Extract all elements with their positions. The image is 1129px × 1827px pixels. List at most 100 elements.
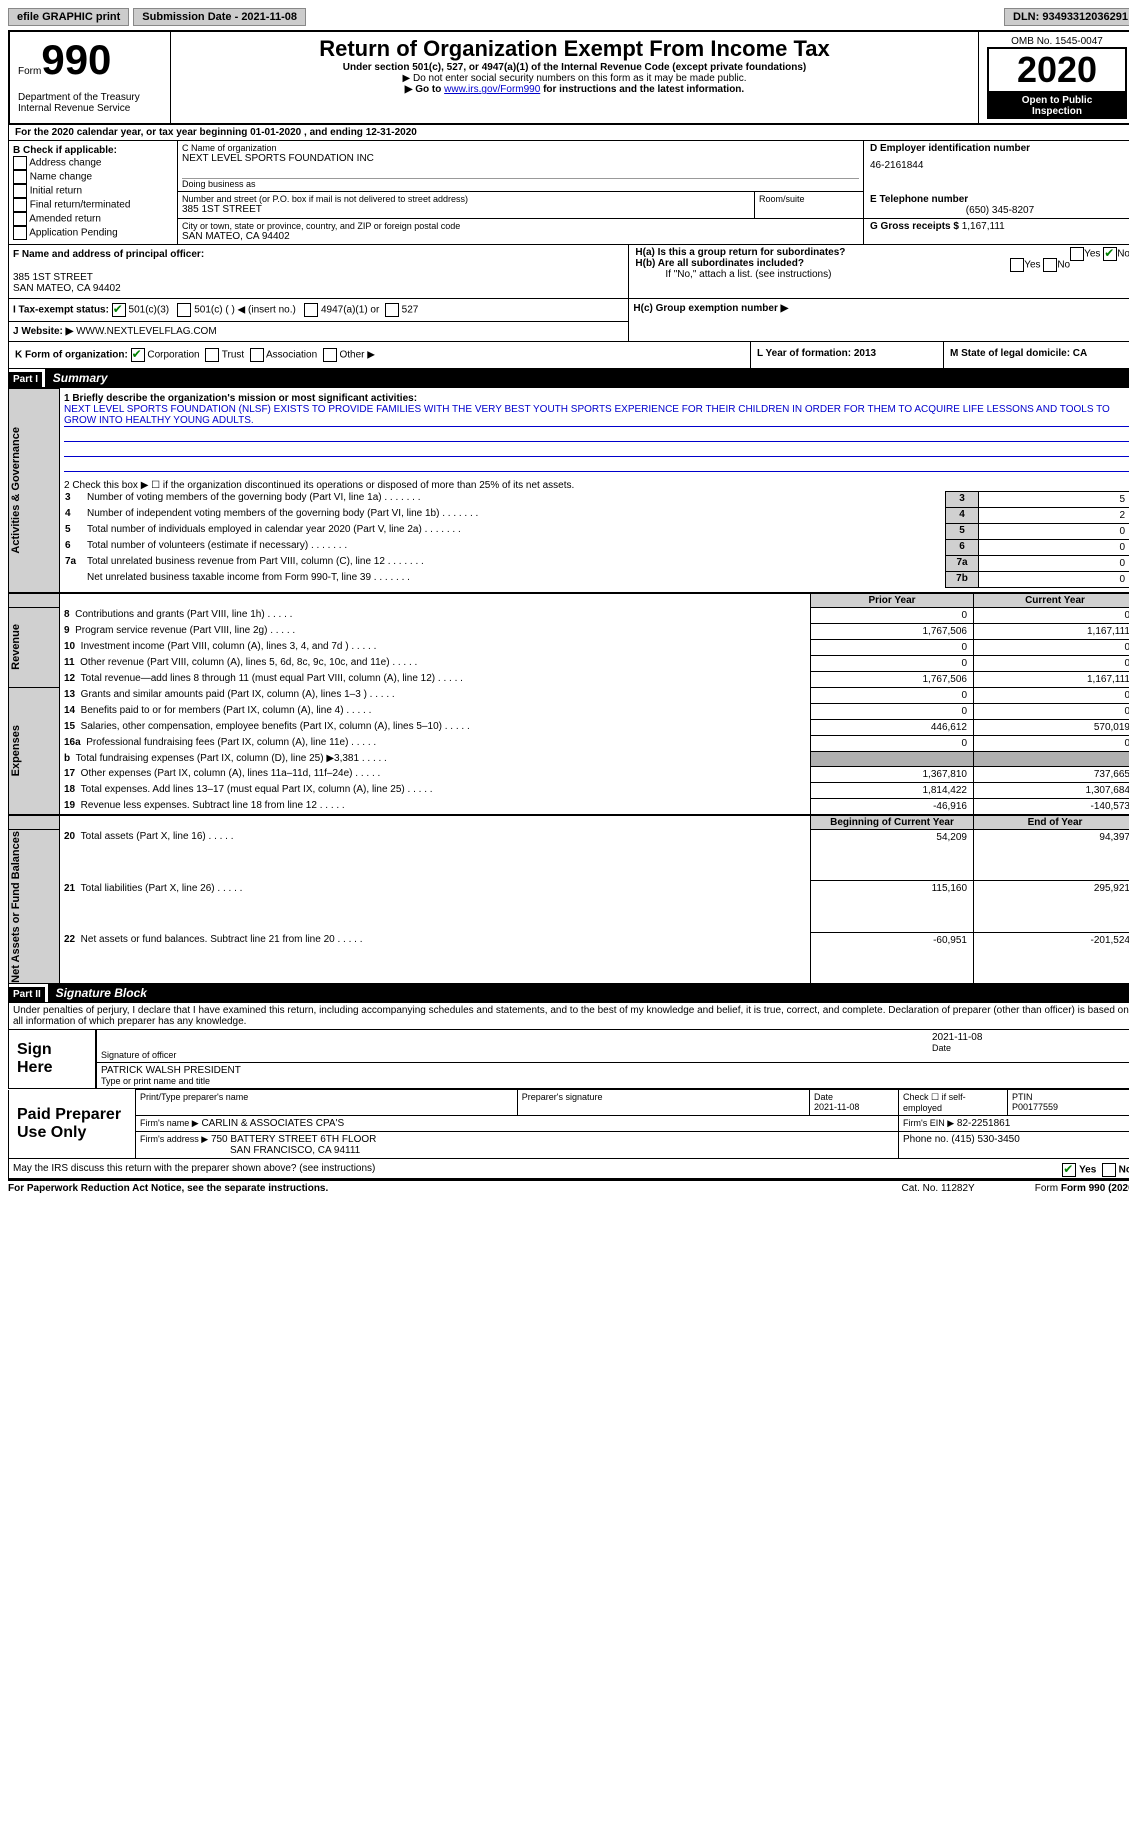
line-row: 17 Other expenses (Part IX, column (A), … bbox=[9, 766, 1129, 782]
p-date-label: Date bbox=[814, 1092, 833, 1102]
irs-link[interactable]: www.irs.gov/Form990 bbox=[444, 84, 540, 95]
col-end: End of Year bbox=[974, 815, 1129, 830]
box-b-options: Address change Name change Initial retur… bbox=[13, 156, 173, 240]
box-d-label: D Employer identification number bbox=[870, 143, 1129, 154]
line-row: b Total fundraising expenses (Part IX, c… bbox=[9, 751, 1129, 766]
527-checkbox[interactable] bbox=[385, 303, 399, 317]
officer-addr1: 385 1ST STREET bbox=[13, 272, 624, 283]
pra-notice: For Paperwork Reduction Act Notice, see … bbox=[8, 1183, 328, 1194]
dba-label: Doing business as bbox=[182, 178, 859, 189]
irs-yes-checkbox[interactable] bbox=[1062, 1163, 1076, 1177]
ptin-label: PTIN bbox=[1012, 1092, 1033, 1102]
box-b-checkbox[interactable] bbox=[13, 156, 27, 170]
street-address: 385 1ST STREET bbox=[182, 204, 750, 215]
box-l: L Year of formation: 2013 bbox=[751, 342, 944, 369]
boxes-k-l-m: K Form of organization: Corporation Trus… bbox=[8, 342, 1129, 369]
assoc-checkbox[interactable] bbox=[250, 348, 264, 362]
vtab-revenue: Revenue bbox=[10, 624, 22, 670]
officer-name: PATRICK WALSH PRESIDENT bbox=[101, 1065, 1129, 1076]
line-row: Revenue8 Contributions and grants (Part … bbox=[9, 607, 1129, 623]
firm-phone: Phone no. (415) 530-3450 bbox=[899, 1132, 1129, 1159]
tax-year: 2020 bbox=[987, 47, 1127, 93]
part2-heading: Signature Block bbox=[48, 984, 1129, 1002]
box-b-checkbox[interactable] bbox=[13, 184, 27, 198]
city-label: City or town, state or province, country… bbox=[182, 221, 859, 231]
line-row: Net Assets or Fund Balances20 Total asse… bbox=[9, 829, 1129, 881]
form-label: Form bbox=[18, 66, 41, 77]
irs-no-checkbox[interactable] bbox=[1102, 1163, 1116, 1177]
hc-label: H(c) Group exemption number ▶ bbox=[633, 303, 788, 314]
sig-officer-label: Signature of officer bbox=[101, 1050, 924, 1060]
line-row: 22 Net assets or fund balances. Subtract… bbox=[9, 932, 1129, 984]
hb-no-checkbox[interactable] bbox=[1043, 258, 1057, 272]
box-f-label: F Name and address of principal officer: bbox=[13, 249, 624, 260]
note-1: ▶ Do not enter social security numbers o… bbox=[175, 73, 974, 84]
other-checkbox[interactable] bbox=[323, 348, 337, 362]
vtab-expenses: Expenses bbox=[10, 725, 22, 776]
org-name: NEXT LEVEL SPORTS FOUNDATION INC bbox=[182, 153, 859, 164]
part1-heading: Summary bbox=[45, 369, 1129, 387]
ein: 46-2161844 bbox=[870, 160, 1129, 171]
line-row: 19 Revenue less expenses. Subtract line … bbox=[9, 798, 1129, 815]
city-state-zip: SAN MATEO, CA 94402 bbox=[182, 231, 859, 242]
box-b-checkbox[interactable] bbox=[13, 198, 27, 212]
trust-checkbox[interactable] bbox=[205, 348, 219, 362]
dept-treasury: Department of the Treasury Internal Reve… bbox=[10, 88, 170, 118]
subtitle: Under section 501(c), 527, or 4947(a)(1)… bbox=[175, 62, 974, 73]
p-date-val: 2021-11-08 bbox=[814, 1102, 859, 1112]
501c3-checkbox[interactable] bbox=[112, 303, 126, 317]
box-j-label: J Website: ▶ bbox=[13, 326, 73, 337]
line-row: 18 Total expenses. Add lines 13–17 (must… bbox=[9, 782, 1129, 798]
line-row: 15 Salaries, other compensation, employe… bbox=[9, 719, 1129, 735]
line-row: 21 Total liabilities (Part X, line 26) .… bbox=[9, 881, 1129, 933]
ha-yes-checkbox[interactable] bbox=[1070, 247, 1084, 261]
type-name-label: Type or print name and title bbox=[101, 1076, 1129, 1086]
line-row: Expenses13 Grants and similar amounts pa… bbox=[9, 687, 1129, 703]
dln: DLN: 93493312036291 bbox=[1004, 8, 1129, 26]
line-row: 16a Professional fundraising fees (Part … bbox=[9, 735, 1129, 751]
inspection-notice: Open to Public Inspection bbox=[987, 93, 1127, 119]
main-title: Return of Organization Exempt From Incom… bbox=[175, 36, 974, 62]
box-c-label: C Name of organization bbox=[182, 143, 859, 153]
l1-label: 1 Briefly describe the organization's mi… bbox=[64, 393, 1129, 404]
col-begin: Beginning of Current Year bbox=[811, 815, 974, 830]
p-check: Check ☐ if self-employed bbox=[899, 1090, 1008, 1116]
line-row: 10 Investment income (Part VIII, column … bbox=[9, 639, 1129, 655]
box-b-checkbox[interactable] bbox=[13, 170, 27, 184]
501c-checkbox[interactable] bbox=[177, 303, 191, 317]
room-suite-label: Room/suite bbox=[755, 192, 864, 219]
firm-addr-label: Firm's address ▶ bbox=[140, 1134, 208, 1144]
4947-checkbox[interactable] bbox=[304, 303, 318, 317]
corp-checkbox[interactable] bbox=[131, 348, 145, 362]
ha-no-checkbox[interactable] bbox=[1103, 247, 1117, 261]
hb-yes-checkbox[interactable] bbox=[1010, 258, 1024, 272]
top-bar: efile GRAPHIC print Submission Date - 20… bbox=[8, 8, 1129, 26]
paid-preparer-block: Paid Preparer Use Only Print/Type prepar… bbox=[8, 1089, 1129, 1159]
line-row: 11 Other revenue (Part VIII, column (A),… bbox=[9, 655, 1129, 671]
officer-addr2: SAN MATEO, CA 94402 bbox=[13, 283, 624, 294]
sign-here-block: Sign Here Signature of officer 2021-11-0… bbox=[8, 1030, 1129, 1089]
box-g-label: G Gross receipts $ bbox=[870, 221, 959, 232]
col-current: Current Year bbox=[974, 593, 1129, 608]
efile-print-link[interactable]: efile GRAPHIC print bbox=[8, 8, 129, 26]
vtab-netassets: Net Assets or Fund Balances bbox=[10, 831, 22, 983]
box-e-label: E Telephone number bbox=[870, 194, 1129, 205]
gross-receipts: 1,167,111 bbox=[962, 221, 1005, 232]
phone: (650) 345-8207 bbox=[870, 205, 1129, 216]
sig-date-label: Date bbox=[932, 1043, 1129, 1053]
p-name-label: Print/Type preparer's name bbox=[136, 1090, 518, 1116]
firm-ein-label: Firm's EIN ▶ bbox=[903, 1118, 954, 1128]
boxes-f-h: F Name and address of principal officer:… bbox=[8, 245, 1129, 299]
box-b-checkbox[interactable] bbox=[13, 226, 27, 240]
declaration: Under penalties of perjury, I declare th… bbox=[8, 1003, 1129, 1030]
line-row: 9 Program service revenue (Part VIII, li… bbox=[9, 623, 1129, 639]
firm-ein: 82-2251861 bbox=[957, 1118, 1010, 1129]
header-boxes: B Check if applicable: Address change Na… bbox=[8, 141, 1129, 245]
mission-text: NEXT LEVEL SPORTS FOUNDATION (NLSF) EXIS… bbox=[64, 404, 1129, 427]
firm-name-label: Firm's name ▶ bbox=[140, 1118, 199, 1128]
part1-table: Activities & Governance 1 Briefly descri… bbox=[8, 388, 1129, 984]
hb-label: H(b) Are all subordinates included? bbox=[635, 258, 804, 269]
box-b-checkbox[interactable] bbox=[13, 212, 27, 226]
line-a: For the 2020 calendar year, or tax year … bbox=[8, 125, 1129, 141]
boxes-i-j: I Tax-exempt status: 501(c)(3) 501(c) ( … bbox=[8, 299, 1129, 342]
